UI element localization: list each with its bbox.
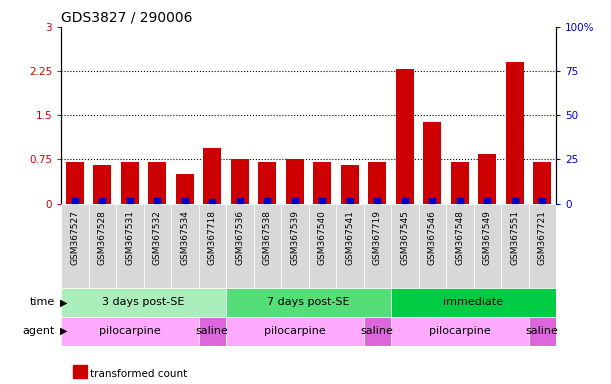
- Point: [263, 198, 273, 204]
- Bar: [61, 317, 199, 346]
- Bar: [89, 204, 116, 288]
- Text: ▶: ▶: [60, 297, 67, 308]
- Bar: [226, 288, 391, 317]
- Point: [345, 198, 354, 204]
- Bar: [474, 204, 501, 288]
- Text: GSM367546: GSM367546: [428, 210, 437, 265]
- Bar: [529, 204, 556, 288]
- Bar: [258, 162, 276, 204]
- Text: GSM367545: GSM367545: [400, 210, 409, 265]
- Bar: [148, 162, 166, 204]
- Text: GSM367721: GSM367721: [538, 210, 547, 265]
- Point: [373, 198, 382, 204]
- Bar: [368, 162, 386, 204]
- Bar: [176, 174, 194, 204]
- Bar: [446, 204, 474, 288]
- Point: [235, 198, 244, 204]
- Bar: [286, 159, 304, 204]
- Point: [125, 198, 134, 204]
- Bar: [341, 165, 359, 204]
- Text: GSM367541: GSM367541: [345, 210, 354, 265]
- Text: ▶: ▶: [60, 326, 67, 336]
- Point: [98, 198, 108, 204]
- Bar: [391, 317, 529, 346]
- Text: saline: saline: [361, 326, 393, 336]
- Text: GDS3827 / 290006: GDS3827 / 290006: [61, 10, 192, 24]
- Point: [318, 198, 327, 204]
- Bar: [61, 204, 89, 288]
- Text: GSM367718: GSM367718: [208, 210, 217, 265]
- Text: GSM367540: GSM367540: [318, 210, 327, 265]
- Text: GSM367531: GSM367531: [125, 210, 134, 265]
- Bar: [313, 162, 331, 204]
- Text: GSM367534: GSM367534: [180, 210, 189, 265]
- Text: immediate: immediate: [444, 297, 503, 308]
- Text: transformed count: transformed count: [90, 369, 188, 379]
- Text: GSM367549: GSM367549: [483, 210, 492, 265]
- Text: GSM367536: GSM367536: [235, 210, 244, 265]
- Bar: [199, 204, 226, 288]
- Text: saline: saline: [526, 326, 558, 336]
- Bar: [226, 317, 364, 346]
- Bar: [364, 317, 391, 346]
- Bar: [93, 165, 111, 204]
- Text: GSM367527: GSM367527: [70, 210, 79, 265]
- Text: GSM367719: GSM367719: [373, 210, 382, 265]
- Bar: [66, 162, 84, 204]
- Text: pilocarpine: pilocarpine: [264, 326, 326, 336]
- Text: pilocarpine: pilocarpine: [99, 326, 161, 336]
- Bar: [478, 154, 496, 204]
- Bar: [171, 204, 199, 288]
- Bar: [203, 147, 221, 204]
- Bar: [364, 204, 391, 288]
- Bar: [144, 204, 171, 288]
- Text: 3 days post-SE: 3 days post-SE: [103, 297, 185, 308]
- Bar: [451, 162, 469, 204]
- Point: [153, 198, 163, 204]
- Bar: [116, 204, 144, 288]
- Point: [70, 198, 79, 204]
- Text: GSM367548: GSM367548: [455, 210, 464, 265]
- Text: GSM367528: GSM367528: [98, 210, 107, 265]
- Bar: [226, 204, 254, 288]
- Text: time: time: [30, 297, 55, 308]
- Bar: [281, 204, 309, 288]
- Text: GSM367532: GSM367532: [153, 210, 162, 265]
- Text: GSM367539: GSM367539: [290, 210, 299, 265]
- Bar: [231, 159, 249, 204]
- Point: [400, 197, 409, 204]
- Text: 7 days post-SE: 7 days post-SE: [267, 297, 350, 308]
- Text: saline: saline: [196, 326, 229, 336]
- Bar: [419, 204, 446, 288]
- Point: [538, 198, 547, 204]
- Point: [207, 199, 218, 205]
- Point: [482, 198, 492, 204]
- Text: agent: agent: [23, 326, 55, 336]
- Text: GSM367538: GSM367538: [263, 210, 272, 265]
- Point: [290, 198, 300, 204]
- Bar: [501, 204, 529, 288]
- Bar: [254, 204, 281, 288]
- Bar: [391, 204, 419, 288]
- Bar: [61, 288, 226, 317]
- Bar: [199, 317, 226, 346]
- Bar: [506, 62, 524, 204]
- Text: GSM367551: GSM367551: [510, 210, 519, 265]
- Bar: [121, 162, 139, 204]
- Bar: [423, 122, 441, 204]
- Bar: [336, 204, 364, 288]
- Text: pilocarpine: pilocarpine: [429, 326, 491, 336]
- Point: [455, 198, 464, 204]
- Bar: [529, 317, 556, 346]
- Point: [427, 198, 437, 204]
- Bar: [533, 162, 551, 204]
- Bar: [391, 288, 556, 317]
- Point: [510, 197, 519, 204]
- Bar: [309, 204, 336, 288]
- Bar: [396, 69, 414, 204]
- Point: [180, 198, 189, 204]
